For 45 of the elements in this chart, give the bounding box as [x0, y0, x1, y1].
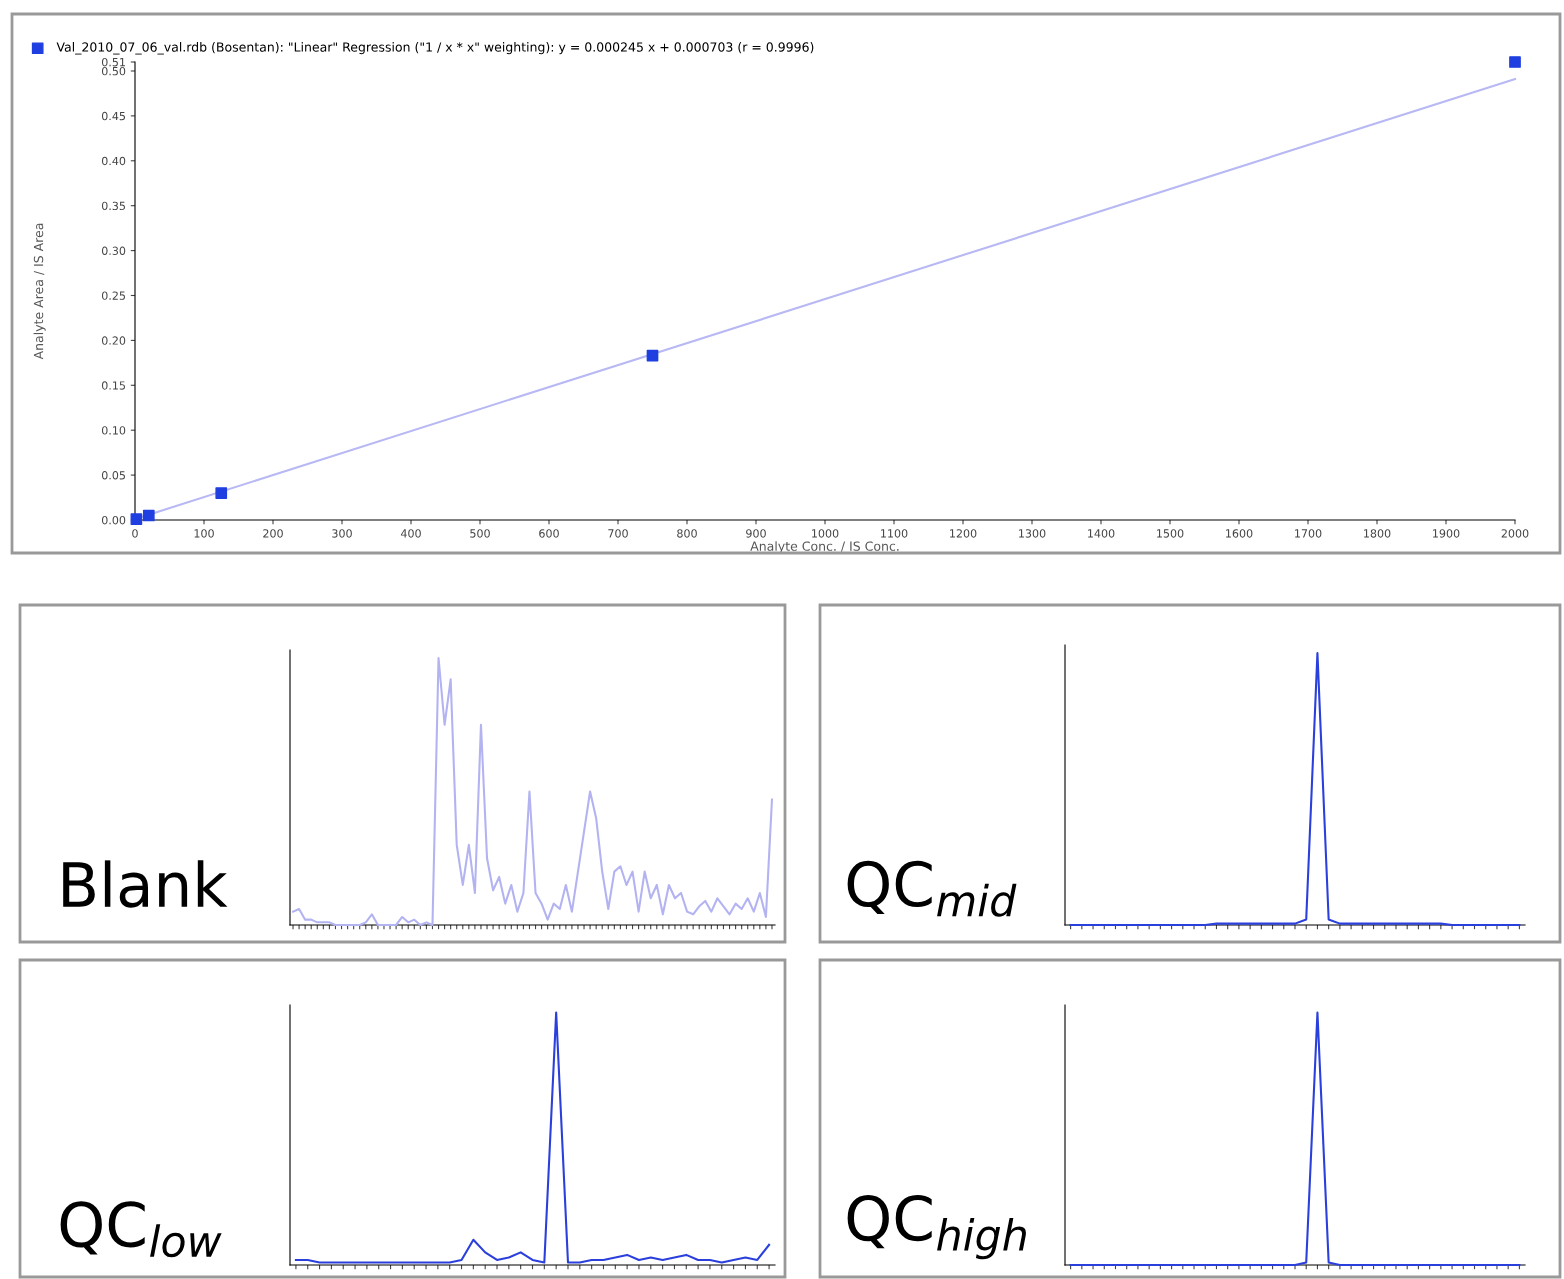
x-tick-label: 800 [677, 529, 697, 538]
y-tick-label: 0.25 [101, 291, 125, 300]
x-tick-label: 500 [470, 529, 490, 538]
x-tick-label: 200 [263, 529, 283, 538]
x-tick-label: 300 [332, 529, 352, 538]
y-tick-label: 0.10 [101, 426, 126, 435]
text: QC$_{mid}$ [847, 860, 1017, 917]
x-tick-label: 1100 [881, 529, 908, 538]
y-tick-label: 0.51 [101, 57, 125, 67]
point [142, 509, 155, 522]
point [130, 513, 143, 525]
y-tick-label: 0.45 [101, 111, 125, 121]
x-tick-label: 1300 [1019, 529, 1046, 538]
y-tick-label: 0.00 [101, 515, 126, 525]
x-tick-label: 100 [194, 529, 214, 538]
x-tick-label: 1000 [812, 529, 839, 538]
x-tick-label: 900 [746, 529, 766, 538]
x-tick-label: 600 [539, 529, 559, 538]
legend-label: Val_2010_07_06_val.rdb (Bosentan): "Linear" Regression ("1 / x * x" weighting): y = 0.000245 x + 0.000703 (r = 0.9996) [56, 42, 814, 55]
x-tick-label: 400 [400, 529, 421, 538]
y-tick-label: 0.50 [101, 66, 126, 76]
x-tick-label: 1900 [1433, 529, 1460, 538]
y-tick-label: 0.40 [101, 156, 126, 166]
x-tick-label: 1200 [950, 529, 977, 538]
point [646, 349, 659, 362]
y-tick-label: 0.30 [101, 246, 126, 255]
y-tick-label: 0.15 [101, 381, 125, 390]
y-tick-label: 0.35 [101, 201, 125, 211]
text: Blank [63, 860, 228, 908]
x-tick-label: 0 [132, 529, 138, 538]
x-tick-label: 1800 [1364, 529, 1391, 538]
x-tick-label: 1400 [1088, 529, 1115, 538]
x-tick-label: 700 [608, 529, 628, 538]
x-tick-label: 1500 [1157, 529, 1184, 538]
point [1509, 56, 1521, 68]
y-tick-label: 0.05 [101, 471, 125, 480]
x-tick-label: 1600 [1226, 529, 1253, 538]
x-axis-title: Analyte Conc. / IS Conc. [750, 541, 899, 554]
text: QC$_{high}$ [847, 1195, 1026, 1260]
y-axis-title: Analyte Area / IS Area [33, 223, 46, 360]
x-tick-label: 1700 [1295, 529, 1322, 538]
y-tick-label: 0.20 [101, 336, 126, 345]
x-tick-label: 2000 [1501, 529, 1529, 538]
text: QC$_{low}$ [60, 1201, 222, 1258]
point [215, 487, 228, 499]
